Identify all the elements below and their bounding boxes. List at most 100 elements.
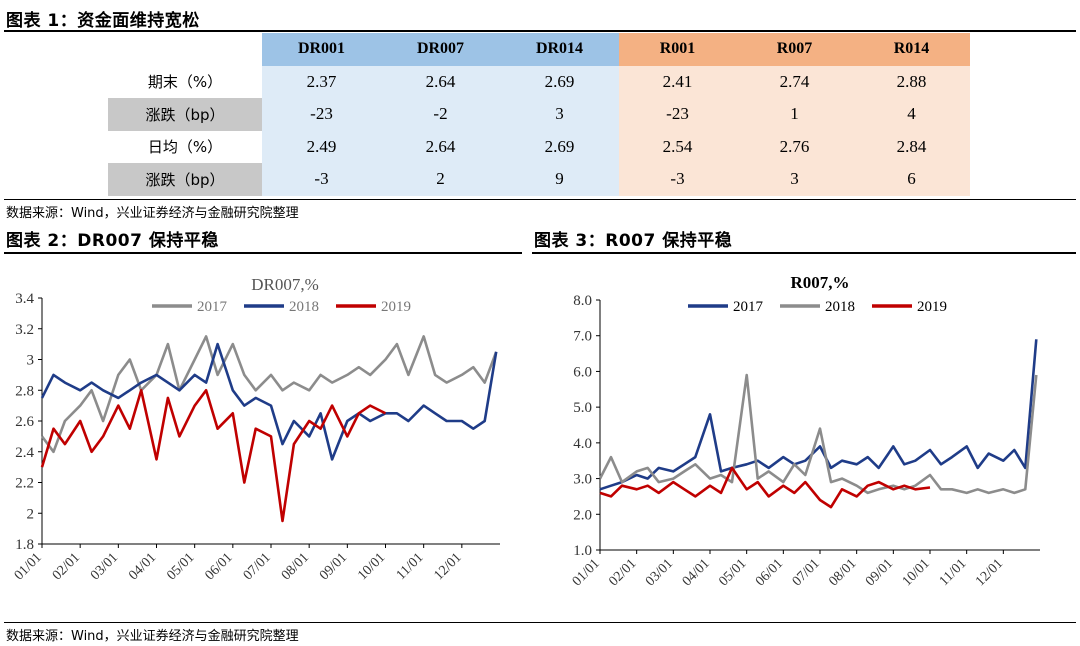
table-cell: -23 bbox=[262, 98, 381, 131]
table-cell: 2.84 bbox=[853, 130, 970, 163]
series-line-2017 bbox=[599, 339, 1038, 491]
x-tick-label: 03/01 bbox=[643, 556, 676, 589]
x-tick-label: 05/01 bbox=[164, 550, 197, 583]
table-cell: -2 bbox=[381, 98, 500, 131]
table-cell: 2.37 bbox=[262, 65, 381, 98]
table-row: 期末（%） 2.37 2.64 2.69 2.41 2.74 2.88 bbox=[108, 65, 970, 98]
x-tick-label: 02/01 bbox=[606, 556, 639, 589]
legend-label: 2019 bbox=[381, 299, 411, 315]
series-line-2018 bbox=[598, 373, 1038, 495]
table-cell: 2.64 bbox=[381, 130, 500, 163]
y-tick-label: 2 bbox=[27, 506, 35, 522]
table-cell: 1 bbox=[736, 98, 853, 131]
x-tick-label: 03/01 bbox=[88, 550, 121, 583]
series-line-2019 bbox=[599, 466, 931, 509]
x-tick-label: 09/01 bbox=[863, 556, 896, 589]
table-corner bbox=[108, 33, 262, 66]
y-tick-label: 3 bbox=[27, 353, 35, 369]
y-tick-label: 2.6 bbox=[15, 414, 34, 430]
table-cell: 9 bbox=[500, 163, 619, 196]
col-header: DR014 bbox=[500, 33, 619, 66]
y-tick-label: 7.0 bbox=[573, 329, 592, 345]
table-cell: 2.76 bbox=[736, 130, 853, 163]
figure3-title: 图表 3：R007 保持平稳 bbox=[534, 231, 733, 251]
x-tick-label: 08/01 bbox=[279, 550, 312, 583]
figure2-rule bbox=[4, 252, 522, 254]
x-tick-label: 08/01 bbox=[826, 556, 859, 589]
legend-label: 2017 bbox=[733, 299, 764, 315]
dr007-line-chart: 1.8 2 2.2 2.4 2.6 2.8 3 3.2 3.4 01/01 02/01 03/01 04… bbox=[12, 275, 500, 583]
y-tick-label: 8.0 bbox=[573, 293, 592, 309]
series-line-2018 bbox=[40, 342, 498, 461]
col-header: DR007 bbox=[381, 33, 500, 66]
x-tick-label: 01/01 bbox=[12, 550, 45, 583]
r007-line-chart: 1.02.03.04.05.06.07.08.001/01 02/01 03/01 0… bbox=[570, 273, 1040, 589]
col-header: DR001 bbox=[262, 33, 381, 66]
table-cell: 3 bbox=[736, 163, 853, 196]
x-tick-label: 11/01 bbox=[937, 556, 970, 589]
x-tick-label: 12/01 bbox=[973, 556, 1006, 589]
y-tick-label: 5.0 bbox=[573, 400, 592, 416]
y-tick-label: 2.0 bbox=[573, 507, 592, 523]
row-label: 涨跌（bp） bbox=[108, 98, 262, 131]
table-cell: 4 bbox=[853, 98, 970, 131]
y-tick-label: 2.8 bbox=[15, 383, 34, 399]
x-tick-label: 10/01 bbox=[355, 550, 388, 583]
figure1-source: 数据来源：Wind，兴业证券经济与金融研究院整理 bbox=[6, 206, 299, 221]
bottom-source-rule bbox=[4, 622, 1076, 623]
table-cell: 2.49 bbox=[262, 130, 381, 163]
table-cell: 2.69 bbox=[500, 130, 619, 163]
bottom-source: 数据来源：Wind，兴业证券经济与金融研究院整理 bbox=[6, 629, 299, 644]
x-tick-label: 04/01 bbox=[680, 556, 713, 589]
chart-title: DR007,% bbox=[251, 275, 319, 294]
y-tick-label: 6.0 bbox=[573, 364, 592, 380]
x-tick-label: 06/01 bbox=[203, 550, 236, 583]
source-rule bbox=[4, 199, 1076, 200]
funding-rate-table: DR001 DR007 DR014 R001 R007 R014 期末（%） 2… bbox=[108, 33, 970, 196]
col-header: R007 bbox=[736, 33, 853, 66]
table-cell: 2.64 bbox=[381, 65, 500, 98]
y-tick-label: 4.0 bbox=[573, 436, 592, 452]
chart-title: R007,% bbox=[790, 273, 849, 292]
y-tick-label: 2.2 bbox=[15, 476, 34, 492]
table-cell: 6 bbox=[853, 163, 970, 196]
series-line-2019 bbox=[40, 389, 387, 523]
table-cell: 2.74 bbox=[736, 65, 853, 98]
x-tick-label: 05/01 bbox=[716, 556, 749, 589]
y-tick-label: 3.0 bbox=[573, 472, 592, 488]
x-tick-label: 04/01 bbox=[126, 550, 159, 583]
y-tick-label: 1.8 bbox=[15, 537, 34, 553]
x-tick-label: 07/01 bbox=[790, 556, 823, 589]
table-row: 涨跌（bp） -23 -2 3 -23 1 4 bbox=[108, 98, 970, 131]
table-cell: 3 bbox=[500, 98, 619, 131]
legend-label: 2018 bbox=[825, 299, 855, 315]
table-row: 日均（%） 2.49 2.64 2.69 2.54 2.76 2.84 bbox=[108, 130, 970, 163]
x-tick-label: 01/01 bbox=[570, 556, 603, 589]
col-header: R014 bbox=[853, 33, 970, 66]
legend-label: 2018 bbox=[289, 299, 319, 315]
figure1-title: 图表 1：资金面维持宽松 bbox=[6, 11, 200, 31]
legend-label: 2019 bbox=[917, 299, 947, 315]
y-tick-label: 2.4 bbox=[15, 445, 34, 461]
y-tick-label: 3.4 bbox=[15, 291, 34, 307]
table-cell: -3 bbox=[619, 163, 736, 196]
x-tick-label: 07/01 bbox=[241, 550, 274, 583]
table-cell: -3 bbox=[262, 163, 381, 196]
table-cell: 2.69 bbox=[500, 65, 619, 98]
x-tick-label: 09/01 bbox=[317, 550, 350, 583]
y-tick-label: 1.0 bbox=[573, 543, 592, 559]
row-label: 日均（%） bbox=[147, 138, 223, 157]
x-tick-label: 11/01 bbox=[394, 550, 427, 583]
table-cell: 2.41 bbox=[619, 65, 736, 98]
table-cell: 2 bbox=[381, 163, 500, 196]
table-header-row: DR001 DR007 DR014 R001 R007 R014 bbox=[108, 33, 970, 66]
x-tick-label: 06/01 bbox=[753, 556, 786, 589]
figure2-title: 图表 2：DR007 保持平稳 bbox=[6, 231, 219, 251]
x-tick-label: 12/01 bbox=[432, 550, 465, 583]
series-line-2017 bbox=[40, 335, 498, 454]
row-label: 期末（%） bbox=[147, 73, 223, 92]
x-tick-label: 10/01 bbox=[900, 556, 933, 589]
table-cell: 2.88 bbox=[853, 65, 970, 98]
col-header: R001 bbox=[619, 33, 736, 66]
row-label: 涨跌（bp） bbox=[108, 163, 262, 196]
